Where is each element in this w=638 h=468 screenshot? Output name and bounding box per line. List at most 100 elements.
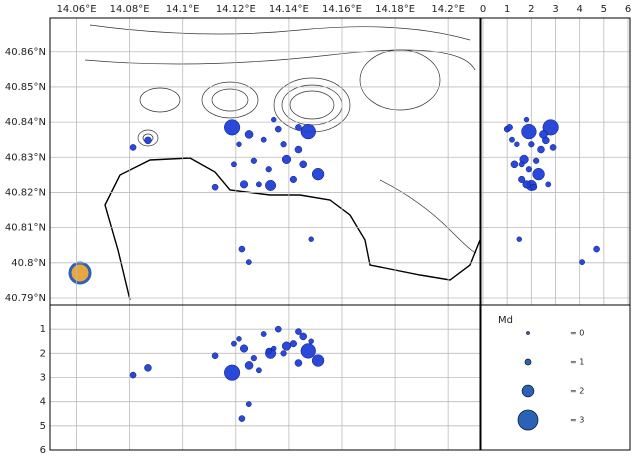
- event-map: [240, 180, 249, 189]
- event-map: [280, 141, 287, 148]
- event-lon-depth: [250, 355, 257, 362]
- y-tick-label: 4: [40, 397, 46, 408]
- event-depth-lat: [593, 245, 600, 253]
- y-tick-label: 6: [40, 445, 46, 456]
- event-lon-depth: [231, 340, 237, 347]
- event-map: [231, 161, 237, 168]
- event-depth-lat: [528, 141, 535, 148]
- legend-label: = 0: [570, 329, 584, 338]
- event-map: [224, 119, 241, 136]
- event-lon-depth: [294, 359, 303, 367]
- legend-marker: [524, 358, 532, 366]
- coastline: [104, 157, 481, 301]
- event-depth-lat: [518, 175, 526, 183]
- y-tick-label: 40.85°N: [5, 82, 46, 93]
- event-map: [281, 154, 292, 164]
- y-tick-label: 40.83°N: [5, 152, 46, 163]
- y-tick-label: 40.81°N: [5, 223, 46, 234]
- event-lon-depth: [281, 341, 292, 351]
- legend-frame: [480, 304, 631, 451]
- event-map: [308, 236, 314, 242]
- event-depth-lat: [533, 157, 540, 164]
- event-map: [236, 141, 242, 147]
- event-map: [271, 116, 277, 123]
- y-tick-label: 1: [40, 324, 46, 335]
- event-lon-depth: [300, 343, 316, 359]
- legend-marker: [521, 384, 535, 398]
- logo: [68, 261, 92, 285]
- event-depth-lat: [509, 136, 515, 143]
- plot-layer: [50, 18, 630, 451]
- event-depth-lat: [510, 160, 519, 169]
- event-lon-depth: [238, 415, 246, 422]
- legend-marker: [517, 409, 539, 431]
- event-depth-lat: [545, 181, 552, 188]
- legend-marker: [526, 331, 530, 335]
- x-tick-label: 14.08°E: [110, 4, 150, 15]
- event-lon-depth: [240, 344, 249, 353]
- event-lon-depth: [311, 354, 325, 367]
- event-map: [299, 160, 307, 169]
- bottom-frame: [49, 304, 481, 451]
- y-tick-label: 40.82°N: [5, 187, 46, 198]
- x-tick-label: 14.1°E: [166, 4, 200, 15]
- event-lon-depth: [308, 338, 314, 344]
- event-map: [144, 136, 152, 145]
- event-map: [129, 144, 137, 151]
- event-map: [289, 175, 297, 183]
- event-depth-lat: [514, 141, 520, 147]
- event-lon-depth: [280, 350, 287, 357]
- x-tick-label: 14.12°E: [216, 4, 256, 15]
- y-tick-label: 40.84°N: [5, 117, 46, 128]
- event-lon-depth: [236, 336, 242, 342]
- y-tick-label: 40.86°N: [5, 47, 46, 58]
- x-tick-label: 6: [625, 4, 631, 15]
- x-tick-label: 14.06°E: [57, 4, 97, 15]
- event-lon-depth: [129, 371, 137, 379]
- y-tick-label: 5: [40, 421, 46, 432]
- x-tick-label: 1: [504, 4, 510, 15]
- x-tick-label: 14.18°E: [375, 4, 415, 15]
- event-lon-depth: [244, 361, 254, 370]
- legend-label: = 2: [570, 387, 584, 396]
- event-map: [238, 245, 246, 253]
- event-depth-lat: [523, 116, 530, 123]
- event-map: [294, 145, 303, 154]
- legend-title: Md: [498, 315, 513, 326]
- event-map: [265, 166, 272, 173]
- y-tick-label: 40.79°N: [5, 293, 46, 304]
- y-tick-label: 3: [40, 373, 46, 384]
- legend-label: = 3: [570, 416, 584, 425]
- event-map: [295, 124, 302, 131]
- event-depth-lat: [516, 236, 522, 242]
- event-map: [256, 181, 262, 188]
- x-tick-label: 14.2°E: [431, 4, 465, 15]
- event-lon-depth: [245, 401, 252, 407]
- event-lon-depth: [271, 345, 277, 352]
- event-lon-depth: [299, 332, 307, 341]
- event-map: [274, 125, 282, 133]
- event-lon-depth: [295, 328, 302, 335]
- event-depth-lat: [525, 166, 533, 173]
- event-depth-lat: [522, 180, 531, 189]
- x-tick-label: 5: [601, 4, 607, 15]
- event-lon-depth: [265, 347, 272, 355]
- event-map: [260, 136, 267, 143]
- event-lon-depth: [144, 364, 152, 372]
- map-background: [84, 24, 477, 253]
- event-lon-depth: [289, 340, 297, 348]
- event-lon-depth: [256, 367, 262, 374]
- event-depth-lat: [506, 124, 513, 131]
- event-depth-lat: [521, 123, 537, 140]
- event-map: [311, 168, 325, 181]
- event-map: [300, 123, 316, 140]
- event-depth-lat: [530, 183, 538, 191]
- event-map: [211, 183, 219, 191]
- event-map: [250, 157, 257, 164]
- event-map: [265, 179, 277, 191]
- x-tick-label: 14.16°E: [322, 4, 362, 15]
- x-tick-label: 3: [552, 4, 558, 15]
- event-map: [244, 130, 254, 139]
- event-lon-depth: [260, 331, 267, 337]
